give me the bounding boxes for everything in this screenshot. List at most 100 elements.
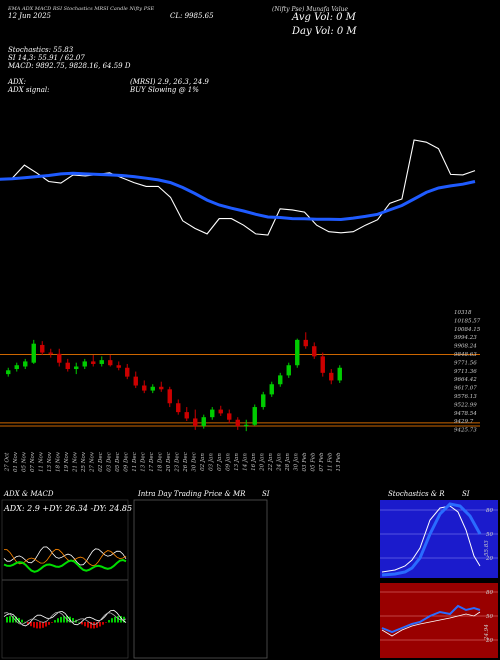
candle-body: [295, 339, 300, 366]
rsi-tick-label: 80: [486, 590, 493, 596]
macd-bar: [105, 622, 107, 623]
x-tick-label: 01 Nov: [13, 451, 19, 472]
x-tick-label: 03 Feb: [302, 452, 308, 472]
x-tick-label: 09 Jan: [225, 453, 231, 471]
x-tick-label: 07 Feb: [319, 452, 325, 472]
macd-bar: [87, 622, 89, 628]
y-tick-label: 10318: [454, 310, 472, 316]
candle-body: [57, 353, 62, 363]
candle-body: [48, 352, 53, 354]
x-tick-label: 25 Nov: [81, 451, 87, 473]
stoch-tick-label: 20: [485, 556, 493, 562]
candle-body: [244, 424, 249, 427]
candle-body: [329, 372, 334, 381]
y-tick-label: 9908.24: [454, 344, 477, 350]
macd-bar: [78, 621, 80, 623]
macd-bar: [51, 622, 53, 623]
y-tick-label: 9576.13: [454, 394, 477, 400]
macd-bar: [81, 622, 83, 625]
macd-bar: [24, 621, 26, 623]
macd-value: MACD: 9892.75, 9828.16, 64.59 D: [8, 62, 131, 70]
stoch-panel-title: Stochastics & R: [388, 490, 445, 498]
x-tick-label: 27 Nov: [89, 451, 95, 473]
candle-body: [337, 367, 342, 381]
x-tick-label: 18 Dec: [157, 452, 163, 472]
candle-body: [91, 361, 96, 364]
macd-bar: [21, 619, 23, 623]
x-tick-label: 05 Nov: [21, 451, 27, 472]
macd-bar: [36, 622, 38, 629]
stochastics-value: Stochastics: 55.83: [8, 46, 74, 54]
signal-value: BUY Slowing @ 1%: [130, 86, 199, 94]
macd-bar: [102, 622, 104, 625]
x-tick-label: 11 Dec: [132, 452, 138, 472]
macd-bar: [18, 617, 20, 623]
macd-bar: [120, 616, 122, 623]
stoch-tick-label: 80: [486, 508, 493, 514]
candle-body: [252, 407, 257, 425]
candle-body: [286, 365, 291, 376]
intraday-panel-si: SI: [262, 490, 270, 498]
macd-bar: [117, 616, 119, 623]
y-tick-label: 9429.7: [454, 419, 474, 425]
macd-bar: [33, 622, 35, 628]
candle-body: [99, 360, 104, 364]
price-line: [0, 139, 476, 236]
x-tick-label: 13 Dec: [140, 452, 146, 472]
y-tick-label: 9771.56: [454, 360, 477, 366]
candle-body: [312, 346, 317, 357]
candle-body: [14, 365, 19, 370]
stochastics-panel: [380, 500, 498, 578]
x-tick-label: 03 Jan: [208, 453, 214, 471]
x-tick-label: 09 Dec: [123, 452, 129, 472]
candle-body: [176, 403, 181, 413]
x-tick-label: 05 Dec: [115, 452, 121, 472]
x-tick-label: 03 Dec: [106, 452, 112, 472]
x-tick-label: 20 Dec: [166, 452, 172, 473]
x-tick-label: 18 Nov: [55, 451, 61, 472]
rsi-tick-label: 50: [486, 614, 493, 620]
macd-bar: [63, 616, 65, 623]
macd-bar: [9, 616, 11, 623]
macd-bar: [72, 618, 74, 623]
macd-bar: [60, 616, 62, 623]
stoch-panel-si: SI: [462, 490, 470, 498]
y-tick-label: 10185.57: [454, 318, 481, 324]
intraday-panel-title: Intra Day Trading Price & MR: [138, 490, 246, 498]
rsi-tick-label: 20: [485, 638, 493, 644]
adx-label: ADX:: [8, 78, 27, 86]
macd-line: [3, 609, 127, 627]
candle-body: [227, 413, 232, 420]
candle-body: [320, 356, 325, 373]
mrsi-value: (MRSI) 2.9, 26.3, 24.9: [130, 78, 209, 86]
candle-body: [65, 362, 70, 370]
x-tick-label: 05 Feb: [310, 452, 316, 472]
x-tick-label: 17 Dec: [149, 452, 155, 472]
adx-di-plus-line: [3, 546, 127, 566]
y-tick-label: 9664.42: [454, 377, 477, 383]
macd-bar: [111, 618, 113, 623]
candle-body: [31, 343, 36, 363]
macd-bar: [27, 622, 29, 625]
macd-bar: [90, 622, 92, 629]
x-tick-label: 23 Dec: [174, 452, 180, 473]
macd-bar: [42, 622, 44, 628]
adx-di-minus-line: [3, 548, 127, 567]
macd-bar: [96, 622, 98, 628]
x-tick-label: 30 Dec: [191, 452, 197, 472]
macd-bar: [45, 622, 47, 627]
x-tick-label: 27 Oct: [4, 452, 10, 472]
x-tick-label: 14 Jan: [242, 453, 248, 471]
macd-bar: [99, 622, 101, 627]
adx-panel-title: ADX & MACD: [4, 490, 54, 498]
candle-body: [133, 376, 138, 386]
avg-vol: Avg Vol: 0 M: [292, 12, 356, 23]
stoch-d-line: [381, 502, 482, 577]
x-tick-label: 07 Jan: [217, 453, 223, 471]
candle-body: [201, 417, 206, 427]
macd-bar: [30, 622, 32, 627]
adx-signal-label: ADX signal:: [8, 86, 50, 94]
chart-title: (Nifty Pse) Munafa Value: [272, 6, 349, 13]
candle-body: [210, 409, 215, 418]
